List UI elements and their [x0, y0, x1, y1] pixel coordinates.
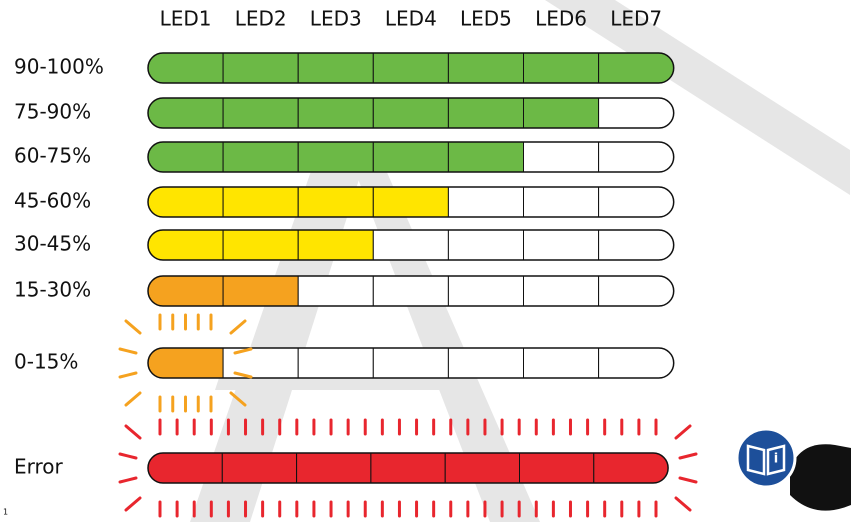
led-segment — [373, 348, 448, 378]
led-segment — [448, 230, 523, 260]
glow-tick — [676, 426, 690, 438]
led-segment — [298, 348, 373, 378]
led-segment — [148, 453, 222, 483]
led-segment — [148, 98, 223, 128]
glow-tick — [126, 426, 140, 438]
led-diagram: LED1 LED2 LED3 LED4 LED5 LED6 LED7 90-100% 75-90… — [0, 0, 851, 522]
glow-tick — [680, 454, 696, 458]
led-label: LED6 — [535, 7, 587, 31]
led-segment — [524, 142, 599, 172]
led-label: LED2 — [235, 7, 287, 31]
led-label: LED4 — [385, 7, 437, 31]
led-segment — [148, 142, 223, 172]
led-segment — [223, 230, 298, 260]
led-segment — [298, 53, 373, 83]
led-segment — [599, 98, 674, 128]
bar — [148, 53, 674, 83]
led-segment — [448, 142, 523, 172]
glow-tick — [231, 321, 245, 333]
row-label: 30-45% — [14, 232, 91, 256]
led-segment — [448, 98, 523, 128]
bar — [148, 348, 674, 378]
led-segment — [524, 230, 599, 260]
bars: LED1 LED2 LED3 LED4 LED5 LED6 LED7 90-100% 75-90… — [14, 7, 696, 517]
row-label: Error — [14, 455, 64, 479]
led-segment — [148, 348, 223, 378]
led-segment — [594, 453, 668, 483]
led-segment — [223, 187, 298, 217]
row-label: 60-75% — [14, 144, 91, 168]
led-segment — [524, 348, 599, 378]
glow-tick — [126, 393, 140, 405]
led-label: LED1 — [160, 7, 212, 31]
led-segment — [599, 53, 674, 83]
led-segment — [524, 187, 599, 217]
glow-tick — [126, 498, 140, 510]
row-label: 45-60% — [14, 189, 91, 213]
led-segment — [373, 142, 448, 172]
led-segment — [223, 142, 298, 172]
led-segment — [445, 453, 519, 483]
bar — [148, 276, 674, 306]
led-segment — [223, 276, 298, 306]
led-segment — [373, 53, 448, 83]
led-segment — [599, 348, 674, 378]
led-segment — [148, 230, 223, 260]
led-segment — [297, 453, 371, 483]
led-label: LED3 — [310, 7, 362, 31]
led-segment — [223, 98, 298, 128]
led-segment — [371, 453, 445, 483]
row-label: 90-100% — [14, 55, 104, 79]
glow-tick — [120, 349, 136, 353]
led-segment — [148, 276, 223, 306]
led-segment — [222, 453, 296, 483]
glow-tick — [676, 498, 690, 510]
led-segment — [524, 98, 599, 128]
glow-tick — [120, 478, 136, 482]
led-segment — [448, 53, 523, 83]
led-segment — [148, 187, 223, 217]
led-segment — [373, 98, 448, 128]
led-label: LED5 — [460, 7, 512, 31]
led-segment — [148, 53, 223, 83]
led-segment — [373, 187, 448, 217]
led-segment — [298, 98, 373, 128]
led-segment — [599, 142, 674, 172]
glow-tick — [680, 478, 696, 482]
bar — [148, 142, 674, 172]
led-segment — [298, 187, 373, 217]
bar — [148, 187, 674, 217]
bar — [148, 98, 674, 128]
bar — [148, 230, 674, 260]
led-segment — [298, 142, 373, 172]
led-segment — [599, 276, 674, 306]
row-label: 15-30% — [14, 278, 91, 302]
led-segment — [298, 230, 373, 260]
led-label: LED7 — [610, 7, 662, 31]
led-segment — [599, 230, 674, 260]
row-label: 0-15% — [14, 350, 78, 374]
led-segment — [599, 187, 674, 217]
led-segment — [448, 348, 523, 378]
glow-tick — [120, 373, 136, 377]
glow-tick — [120, 454, 136, 458]
info-i: i — [774, 452, 778, 467]
led-segment — [223, 53, 298, 83]
led-segment — [373, 230, 448, 260]
led-segment — [520, 453, 594, 483]
led-segment — [448, 187, 523, 217]
footnote: 1 — [3, 508, 8, 517]
led-segment — [524, 276, 599, 306]
row-label: 75-90% — [14, 100, 91, 124]
info-icon: i — [737, 429, 851, 511]
led-segment — [373, 276, 448, 306]
led-segment — [298, 276, 373, 306]
bar — [148, 453, 668, 483]
led-segment — [448, 276, 523, 306]
led-segment — [524, 53, 599, 83]
glow-tick — [126, 321, 140, 333]
